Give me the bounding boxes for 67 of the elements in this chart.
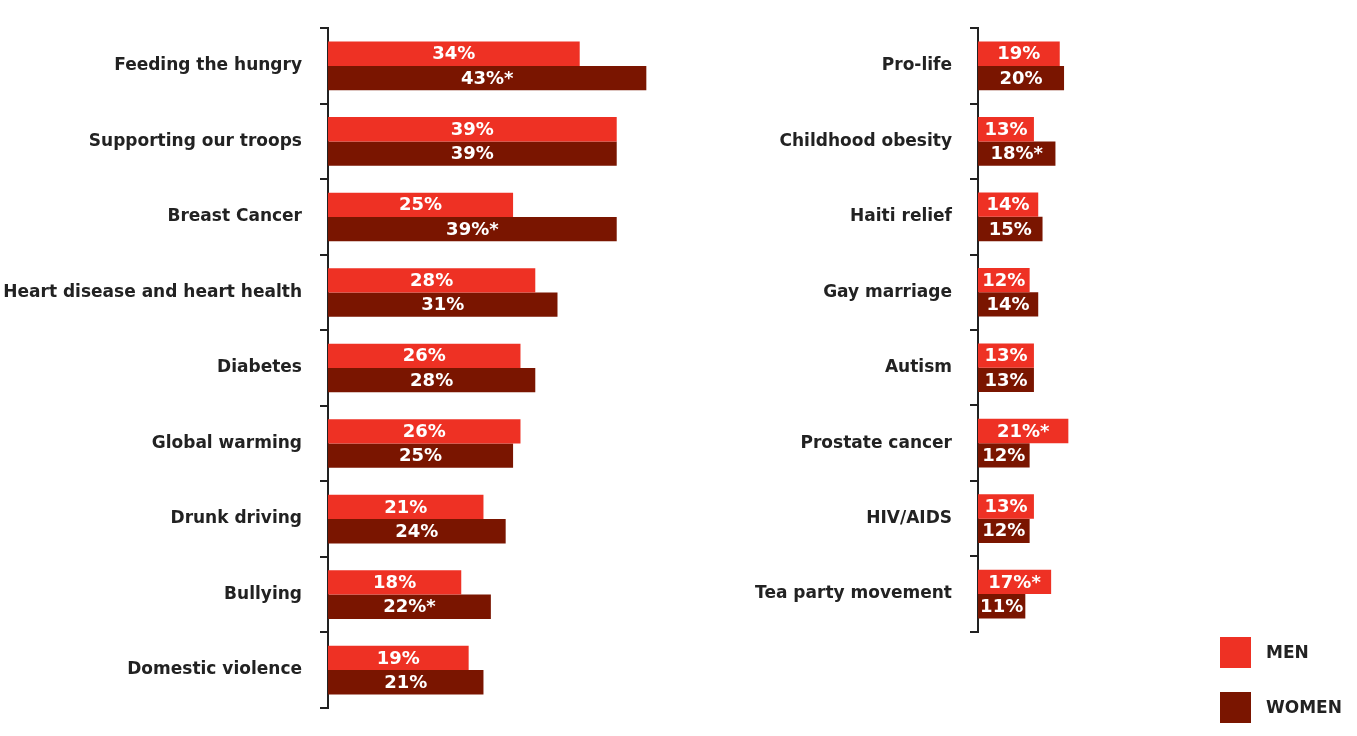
data-label: 39% xyxy=(450,117,494,139)
data-label: 13% xyxy=(984,117,1028,139)
data-label: 17%* xyxy=(988,570,1042,592)
y-tick-label: Drunk driving xyxy=(170,507,302,528)
data-label: 21%* xyxy=(996,419,1051,441)
data-label: 28% xyxy=(410,368,454,390)
data-label: 26% xyxy=(402,344,446,366)
data-label: 13% xyxy=(984,344,1028,366)
y-tick-label: Supporting our troops xyxy=(88,129,302,150)
data-label: 20% xyxy=(999,66,1043,88)
y-tick-label: Tea party movement xyxy=(755,582,952,603)
y-tick-label: Pro-life xyxy=(881,54,952,75)
bar xyxy=(328,192,514,217)
data-label: 22%* xyxy=(383,595,437,617)
bar xyxy=(328,570,462,595)
y-tick-label: Gay marriage xyxy=(823,280,952,301)
bar xyxy=(328,343,521,368)
bar xyxy=(328,41,580,66)
data-label: 39% xyxy=(450,142,494,164)
data-label: 21% xyxy=(384,495,428,517)
data-label: 15% xyxy=(988,217,1032,239)
data-label: 14% xyxy=(986,193,1030,215)
data-label: 28% xyxy=(410,268,454,290)
data-label: 12% xyxy=(982,268,1026,290)
legend-label: WOMEN xyxy=(1266,697,1342,717)
bar xyxy=(328,268,536,293)
data-label: 25% xyxy=(398,193,443,215)
bar xyxy=(328,216,617,242)
legend-label: MEN xyxy=(1266,642,1309,662)
data-label: 18% xyxy=(373,571,417,593)
y-tick-label: Childhood obesity xyxy=(779,129,952,150)
data-label: 43%* xyxy=(460,66,514,88)
data-label: 18%* xyxy=(990,142,1044,164)
bar xyxy=(328,419,521,444)
data-label: 34% xyxy=(432,42,476,64)
y-tick-label: Global warming xyxy=(151,431,302,452)
data-label: 26% xyxy=(402,420,446,442)
bar xyxy=(328,65,647,91)
bar xyxy=(328,292,558,317)
y-tick-label: HIV/AIDS xyxy=(866,507,952,528)
bar xyxy=(328,443,514,468)
bar xyxy=(328,141,617,166)
data-label: 19% xyxy=(376,646,420,668)
y-tick-label: Bullying xyxy=(224,582,302,603)
data-label: 25% xyxy=(398,444,443,466)
bar xyxy=(328,117,617,142)
data-label: 14% xyxy=(986,293,1030,315)
data-label: 21% xyxy=(384,670,428,692)
data-label: 12% xyxy=(982,444,1026,466)
data-label: 13% xyxy=(984,495,1028,517)
data-label: 39%* xyxy=(446,217,500,239)
y-tick-label: Haiti relief xyxy=(850,205,953,226)
y-tick-label: Domestic violence xyxy=(127,658,302,679)
data-label: 11% xyxy=(980,594,1024,616)
y-tick-label: Diabetes xyxy=(217,356,302,377)
bar xyxy=(328,368,536,393)
y-tick-label: Heart disease and heart health xyxy=(3,280,302,301)
data-label: 31% xyxy=(421,293,465,315)
data-label: 13% xyxy=(984,368,1028,390)
y-tick-label: Autism xyxy=(884,356,952,377)
y-tick-label: Breast Cancer xyxy=(167,205,303,226)
data-label: 12% xyxy=(982,519,1026,541)
data-label: 24% xyxy=(395,519,439,541)
data-label: 19% xyxy=(997,42,1041,64)
y-tick-label: Prostate cancer xyxy=(800,431,953,452)
bar xyxy=(328,519,506,544)
y-tick-label: Feeding the hungry xyxy=(114,54,302,75)
